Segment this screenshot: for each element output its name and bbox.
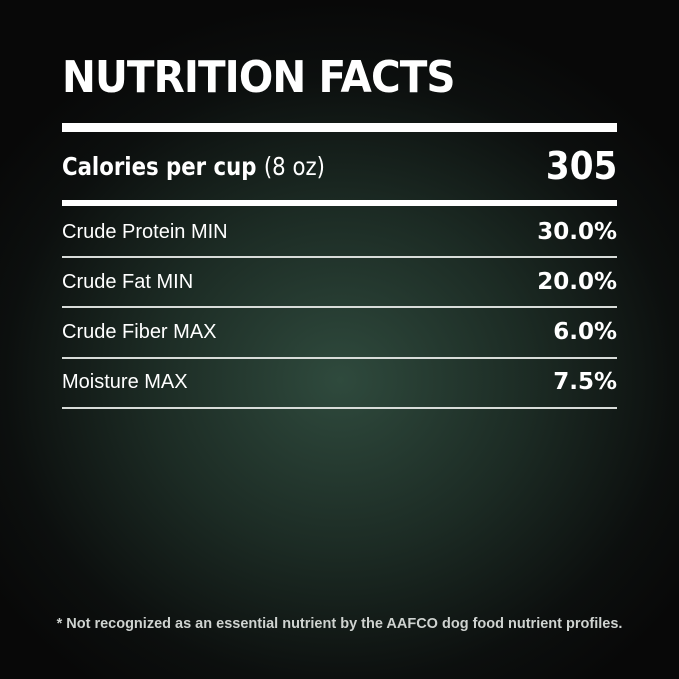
- nutrient-row: Moisture MAX 7.5%: [62, 367, 617, 397]
- nutrient-row: Crude Fiber MAX 6.0%: [62, 317, 617, 347]
- calories-label-text: Calories per cup: [62, 151, 257, 181]
- calories-label: Calories per cup (8 oz): [62, 152, 325, 181]
- calories-value: 305: [545, 144, 617, 188]
- nutrient-value: 30.0%: [537, 219, 617, 245]
- divider-medium: [62, 200, 617, 206]
- nutrient-label: Moisture MAX: [62, 370, 188, 393]
- nutrient-row: Crude Protein MIN 30.0%: [62, 217, 617, 247]
- nutrient-label: Crude Fiber MAX: [62, 320, 217, 343]
- page-title: NUTRITION FACTS: [62, 52, 456, 103]
- nutrient-row: Crude Fat MIN 20.0%: [62, 267, 617, 297]
- calories-unit: (8 oz): [263, 151, 325, 181]
- divider: [62, 357, 617, 359]
- nutrient-value: 6.0%: [553, 319, 617, 345]
- nutrient-value: 7.5%: [553, 369, 617, 395]
- nutrient-label: Crude Fat MIN: [62, 270, 194, 293]
- divider-thick: [62, 123, 617, 132]
- footnote: * Not recognized as an essential nutrien…: [56, 616, 623, 632]
- divider: [62, 256, 617, 258]
- nutrient-value: 20.0%: [537, 269, 617, 295]
- nutrient-label: Crude Protein MIN: [62, 220, 228, 243]
- calories-row: Calories per cup (8 oz) 305: [62, 144, 617, 188]
- divider: [62, 306, 617, 308]
- divider: [62, 407, 617, 409]
